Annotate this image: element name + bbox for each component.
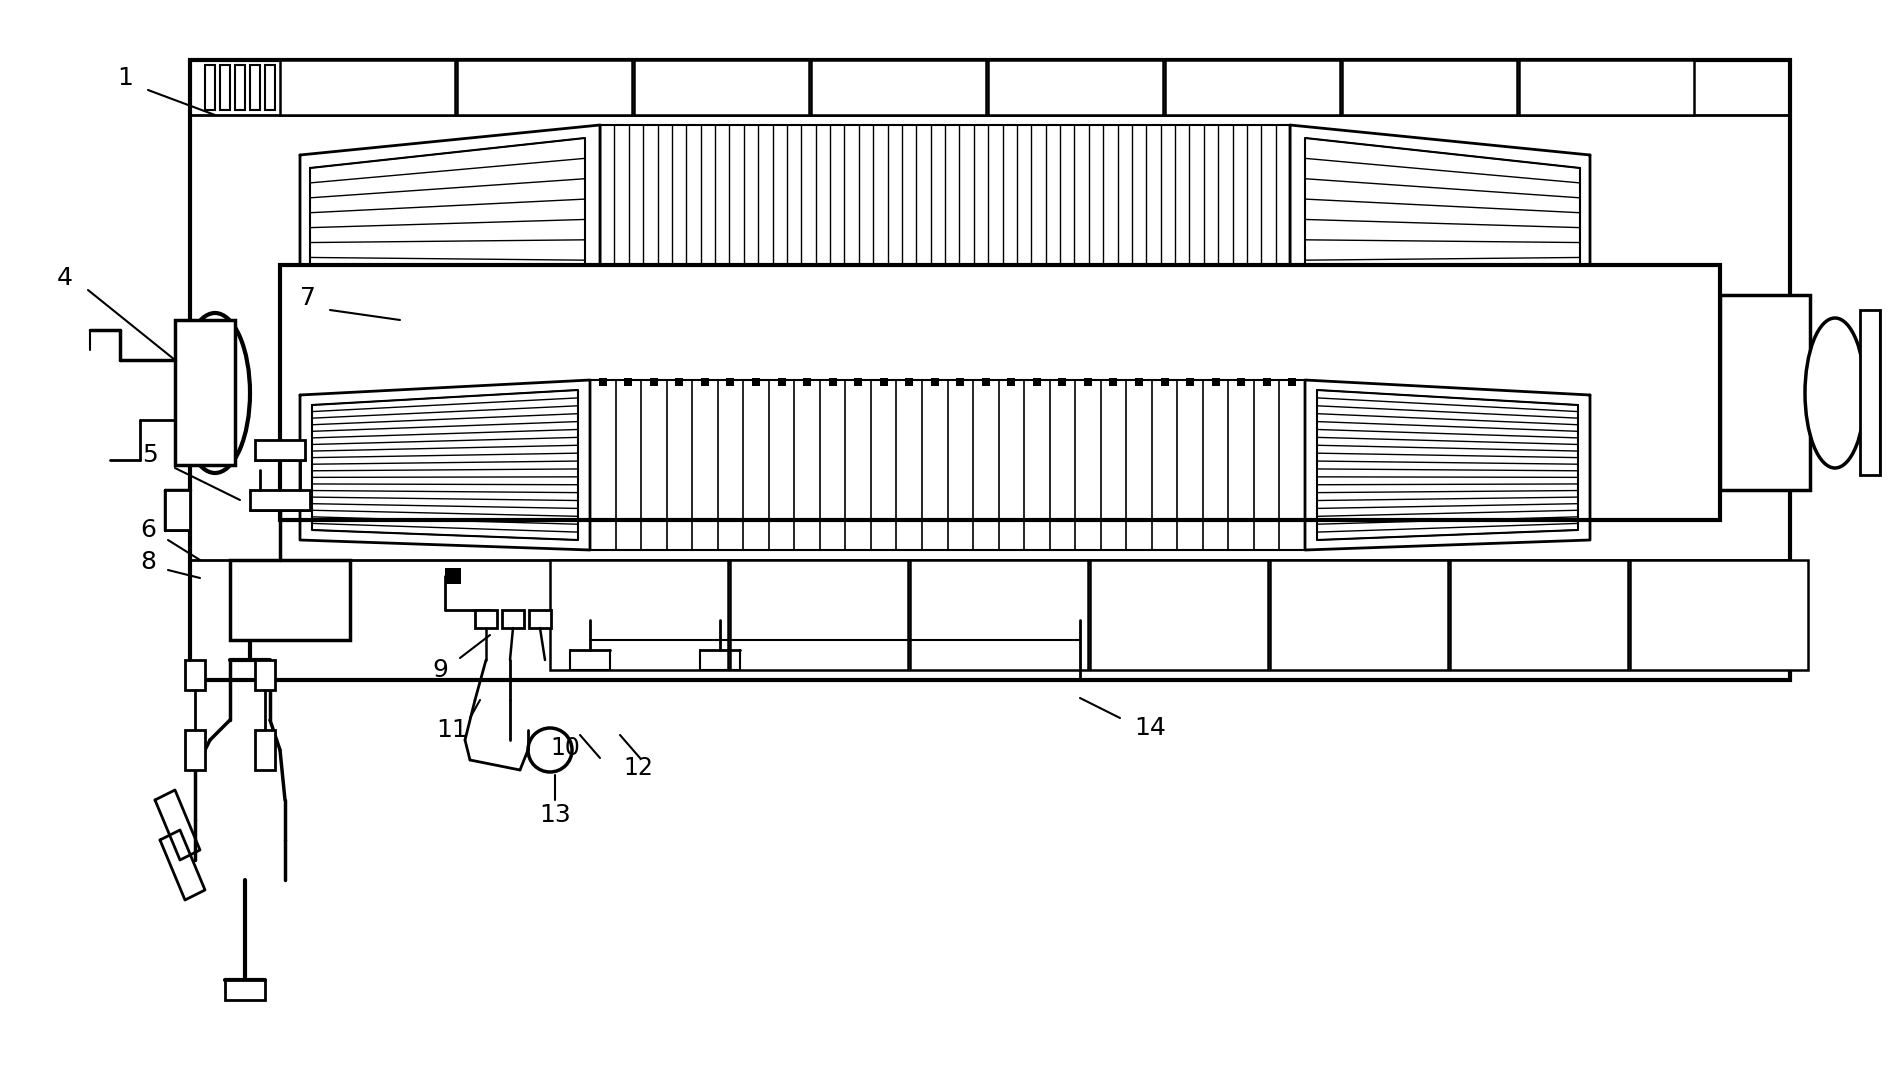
Bar — [229, 560, 350, 639]
Bar — [475, 610, 496, 628]
Bar — [803, 378, 811, 386]
Bar — [1186, 378, 1193, 386]
Bar — [989, 60, 1163, 115]
Bar — [205, 65, 216, 110]
Text: 9: 9 — [432, 658, 449, 682]
Bar — [854, 378, 862, 386]
Bar — [811, 60, 987, 115]
Text: 12: 12 — [623, 756, 653, 780]
Bar — [220, 65, 229, 110]
Bar — [1263, 378, 1271, 386]
Bar — [909, 560, 1087, 670]
Bar — [1631, 560, 1809, 670]
Bar — [828, 378, 837, 386]
Bar — [1008, 378, 1015, 386]
Bar — [625, 378, 633, 386]
Text: 13: 13 — [540, 803, 570, 827]
Bar — [1110, 378, 1117, 386]
Bar — [235, 65, 244, 110]
Text: 8: 8 — [140, 550, 155, 573]
Ellipse shape — [180, 313, 250, 473]
Bar — [174, 320, 235, 465]
Bar — [650, 378, 657, 386]
Text: 1: 1 — [117, 66, 133, 90]
Bar — [549, 560, 727, 670]
Bar — [1059, 378, 1066, 386]
Bar — [256, 440, 305, 460]
Bar — [1212, 378, 1220, 386]
Bar — [905, 378, 913, 386]
Bar — [930, 378, 939, 386]
Bar — [280, 265, 1720, 520]
Bar — [634, 60, 809, 115]
Bar — [676, 378, 684, 386]
Ellipse shape — [528, 728, 572, 771]
Bar — [445, 568, 460, 584]
Bar — [189, 60, 1790, 679]
Text: 11: 11 — [436, 718, 468, 742]
Bar — [1091, 560, 1267, 670]
Bar — [1161, 378, 1169, 386]
Bar — [1720, 295, 1811, 490]
Bar — [280, 60, 455, 115]
Bar — [729, 560, 907, 670]
Bar — [186, 660, 205, 690]
Bar — [981, 378, 991, 386]
Bar — [265, 65, 275, 110]
Bar — [256, 660, 275, 690]
Bar — [701, 378, 708, 386]
Bar — [225, 980, 265, 1000]
Bar — [1451, 560, 1629, 670]
Bar — [1032, 378, 1042, 386]
Bar — [456, 60, 633, 115]
Text: 4: 4 — [57, 266, 74, 290]
Bar — [599, 378, 606, 386]
Bar — [1165, 60, 1339, 115]
Bar — [250, 65, 259, 110]
Bar — [752, 378, 759, 386]
Bar — [165, 490, 189, 530]
Bar — [250, 490, 311, 510]
Bar — [186, 730, 205, 770]
Text: 7: 7 — [299, 286, 316, 311]
Bar — [956, 378, 964, 386]
Bar — [1135, 378, 1142, 386]
Bar — [879, 378, 888, 386]
Bar — [1271, 560, 1449, 670]
Bar — [1288, 378, 1295, 386]
Bar — [1237, 378, 1244, 386]
Bar — [528, 610, 551, 628]
Bar — [502, 610, 525, 628]
Ellipse shape — [1805, 318, 1866, 469]
Bar — [1083, 378, 1093, 386]
Bar — [1519, 60, 1693, 115]
Text: 14: 14 — [1135, 716, 1167, 740]
Bar — [256, 730, 275, 770]
Bar — [727, 378, 735, 386]
Text: 5: 5 — [142, 443, 157, 467]
Text: 10: 10 — [549, 736, 580, 760]
Bar — [1860, 311, 1881, 475]
Bar — [778, 378, 786, 386]
Text: 6: 6 — [140, 518, 155, 542]
Bar — [1343, 60, 1517, 115]
